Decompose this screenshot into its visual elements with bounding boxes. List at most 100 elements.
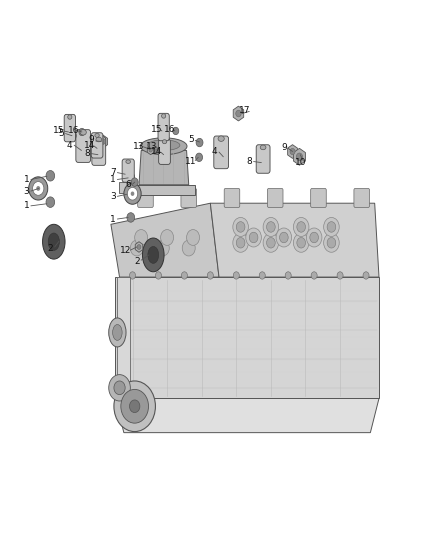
- Text: 17: 17: [239, 107, 251, 116]
- Circle shape: [196, 153, 202, 161]
- Text: 1: 1: [110, 175, 116, 184]
- Text: 5: 5: [58, 128, 64, 138]
- Polygon shape: [111, 203, 219, 277]
- Circle shape: [127, 173, 134, 182]
- Ellipse shape: [140, 138, 187, 155]
- Circle shape: [276, 228, 292, 247]
- Text: 6: 6: [125, 180, 131, 189]
- FancyBboxPatch shape: [159, 139, 170, 164]
- Ellipse shape: [162, 114, 166, 118]
- Ellipse shape: [142, 238, 164, 272]
- Text: 11: 11: [185, 157, 197, 166]
- Circle shape: [36, 186, 40, 191]
- Circle shape: [310, 232, 318, 243]
- Circle shape: [337, 272, 343, 279]
- Circle shape: [233, 233, 248, 252]
- Circle shape: [327, 222, 336, 232]
- Circle shape: [187, 230, 200, 245]
- Text: 12: 12: [120, 246, 132, 255]
- Polygon shape: [155, 145, 162, 155]
- Polygon shape: [139, 150, 189, 185]
- Ellipse shape: [80, 130, 86, 135]
- Text: 10: 10: [295, 158, 307, 167]
- Text: 3: 3: [110, 192, 116, 201]
- Circle shape: [181, 272, 187, 279]
- FancyBboxPatch shape: [138, 189, 153, 207]
- Circle shape: [290, 148, 295, 155]
- Circle shape: [121, 390, 148, 423]
- Circle shape: [233, 217, 248, 237]
- Circle shape: [134, 230, 148, 245]
- FancyBboxPatch shape: [122, 159, 134, 182]
- FancyBboxPatch shape: [92, 137, 106, 165]
- Polygon shape: [115, 398, 379, 433]
- Text: 8: 8: [84, 149, 90, 158]
- Polygon shape: [131, 185, 195, 195]
- Text: 3: 3: [24, 187, 29, 196]
- Circle shape: [267, 238, 275, 248]
- FancyBboxPatch shape: [268, 189, 283, 207]
- Circle shape: [246, 228, 261, 247]
- Polygon shape: [117, 277, 131, 395]
- Circle shape: [124, 183, 141, 204]
- Ellipse shape: [148, 140, 180, 150]
- FancyBboxPatch shape: [181, 189, 197, 207]
- FancyBboxPatch shape: [91, 133, 103, 158]
- Text: 16: 16: [163, 125, 175, 134]
- Circle shape: [263, 217, 279, 237]
- Polygon shape: [119, 182, 133, 192]
- Ellipse shape: [162, 140, 167, 144]
- Circle shape: [263, 233, 279, 252]
- Circle shape: [306, 228, 322, 247]
- Text: 1: 1: [110, 214, 116, 223]
- Polygon shape: [233, 106, 244, 121]
- Circle shape: [46, 171, 55, 181]
- Circle shape: [114, 381, 155, 432]
- Circle shape: [327, 238, 336, 248]
- Polygon shape: [99, 135, 108, 148]
- Ellipse shape: [260, 145, 266, 150]
- Circle shape: [267, 222, 275, 232]
- Circle shape: [297, 238, 305, 248]
- Circle shape: [293, 233, 309, 252]
- Ellipse shape: [95, 133, 99, 138]
- Text: 4: 4: [212, 147, 218, 156]
- Ellipse shape: [68, 115, 72, 119]
- Ellipse shape: [113, 325, 122, 341]
- Text: 15: 15: [151, 125, 162, 134]
- Circle shape: [32, 182, 44, 195]
- Circle shape: [311, 272, 317, 279]
- Ellipse shape: [48, 233, 60, 251]
- Circle shape: [46, 197, 55, 207]
- Circle shape: [236, 110, 241, 117]
- FancyBboxPatch shape: [158, 114, 169, 141]
- Circle shape: [127, 213, 134, 222]
- Circle shape: [161, 230, 173, 245]
- FancyBboxPatch shape: [311, 189, 326, 207]
- Circle shape: [182, 240, 195, 256]
- Circle shape: [236, 238, 245, 248]
- FancyBboxPatch shape: [224, 189, 240, 207]
- Circle shape: [293, 217, 309, 237]
- Ellipse shape: [126, 160, 131, 164]
- Circle shape: [149, 148, 152, 152]
- Circle shape: [79, 128, 85, 136]
- Ellipse shape: [96, 137, 102, 142]
- Polygon shape: [210, 203, 379, 277]
- Polygon shape: [115, 277, 379, 398]
- Circle shape: [157, 148, 160, 152]
- Polygon shape: [147, 145, 154, 155]
- Circle shape: [297, 153, 303, 160]
- Text: 5: 5: [188, 135, 194, 144]
- Circle shape: [156, 240, 169, 256]
- Circle shape: [285, 272, 291, 279]
- Circle shape: [324, 217, 339, 237]
- Circle shape: [109, 375, 131, 401]
- Polygon shape: [135, 241, 143, 252]
- Circle shape: [249, 232, 258, 243]
- Circle shape: [207, 272, 213, 279]
- Circle shape: [127, 188, 138, 200]
- Circle shape: [173, 127, 179, 135]
- FancyBboxPatch shape: [256, 145, 270, 173]
- Circle shape: [233, 272, 239, 279]
